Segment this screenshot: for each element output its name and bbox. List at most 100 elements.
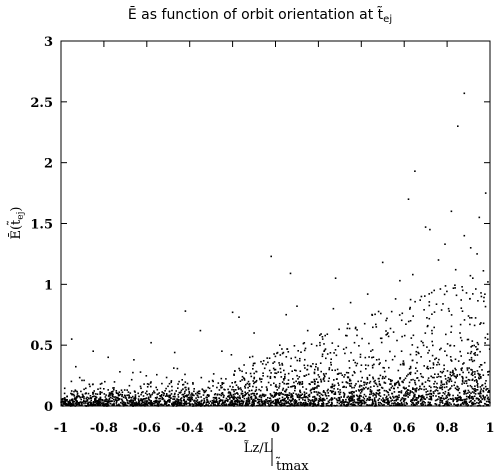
data-point	[386, 398, 389, 401]
data-point	[352, 404, 355, 407]
data-point	[452, 287, 455, 289]
data-point	[252, 392, 254, 395]
data-point	[255, 386, 258, 389]
data-point	[112, 404, 115, 406]
data-point	[469, 352, 472, 355]
data-point	[412, 315, 414, 317]
data-point	[263, 400, 266, 402]
data-point	[187, 388, 190, 391]
data-point	[440, 397, 443, 400]
data-point	[315, 391, 318, 393]
data-point	[280, 376, 283, 378]
data-point	[480, 401, 483, 403]
data-point	[321, 402, 323, 405]
data-point	[482, 394, 484, 397]
data-point	[340, 396, 342, 398]
data-point	[294, 389, 296, 392]
data-point	[140, 393, 142, 396]
data-point	[186, 398, 189, 401]
data-point	[64, 399, 67, 402]
data-point	[274, 372, 276, 374]
data-point	[418, 388, 420, 391]
data-point	[461, 310, 464, 312]
data-point	[229, 396, 231, 399]
data-point	[253, 382, 255, 385]
data-point	[447, 389, 450, 391]
data-point	[343, 395, 345, 397]
data-point	[212, 396, 215, 399]
data-point	[303, 349, 306, 352]
data-point	[92, 383, 94, 385]
data-point	[405, 387, 407, 389]
data-point	[233, 395, 235, 398]
data-point	[84, 400, 87, 403]
data-point	[306, 329, 309, 332]
data-point	[478, 401, 481, 404]
data-point	[413, 394, 415, 396]
data-point	[473, 353, 475, 355]
data-point	[382, 366, 384, 369]
data-point	[429, 367, 432, 369]
data-point	[414, 389, 416, 392]
data-point	[278, 394, 281, 396]
data-point	[160, 395, 162, 398]
data-point	[461, 399, 463, 402]
data-point	[132, 401, 135, 403]
data-point	[150, 341, 152, 344]
data-point	[482, 389, 484, 392]
data-point	[182, 388, 184, 390]
data-point	[455, 398, 458, 400]
data-point	[450, 359, 452, 361]
data-point	[78, 402, 81, 404]
data-point	[273, 382, 275, 385]
data-point	[486, 333, 489, 335]
data-point	[480, 364, 483, 366]
data-point	[469, 247, 472, 249]
data-point	[313, 372, 316, 375]
data-point	[200, 376, 203, 379]
data-point	[450, 375, 453, 377]
data-point	[76, 390, 78, 393]
data-point	[186, 382, 189, 385]
data-point	[403, 386, 405, 389]
data-point	[112, 387, 114, 389]
data-point	[69, 399, 71, 401]
data-point	[213, 399, 215, 401]
data-point	[116, 396, 118, 399]
data-point	[336, 404, 338, 407]
data-point	[254, 362, 256, 365]
data-point	[411, 401, 413, 403]
data-point	[419, 387, 421, 390]
data-point	[284, 394, 286, 396]
data-point	[437, 373, 439, 375]
data-point	[442, 303, 444, 305]
data-point	[447, 403, 449, 405]
data-point	[193, 390, 195, 393]
data-point	[168, 401, 171, 403]
data-point	[287, 372, 290, 375]
data-point	[475, 379, 478, 381]
data-point	[236, 392, 239, 394]
data-point	[174, 396, 176, 398]
data-point	[282, 393, 285, 396]
data-point	[225, 397, 228, 400]
data-point	[375, 326, 378, 328]
data-point	[234, 403, 237, 405]
data-point	[223, 401, 225, 404]
data-point	[118, 398, 120, 401]
data-point	[293, 401, 295, 403]
data-point	[476, 383, 479, 385]
data-point	[248, 402, 251, 405]
data-point	[416, 403, 418, 406]
data-point	[90, 403, 93, 406]
data-point	[392, 402, 395, 405]
data-point	[337, 399, 340, 402]
data-point	[449, 377, 451, 380]
data-point	[171, 385, 173, 388]
data-point	[248, 383, 250, 386]
data-point	[345, 334, 347, 337]
data-point	[321, 400, 323, 402]
data-point	[220, 377, 223, 380]
data-point	[476, 348, 478, 351]
data-point	[117, 393, 120, 396]
